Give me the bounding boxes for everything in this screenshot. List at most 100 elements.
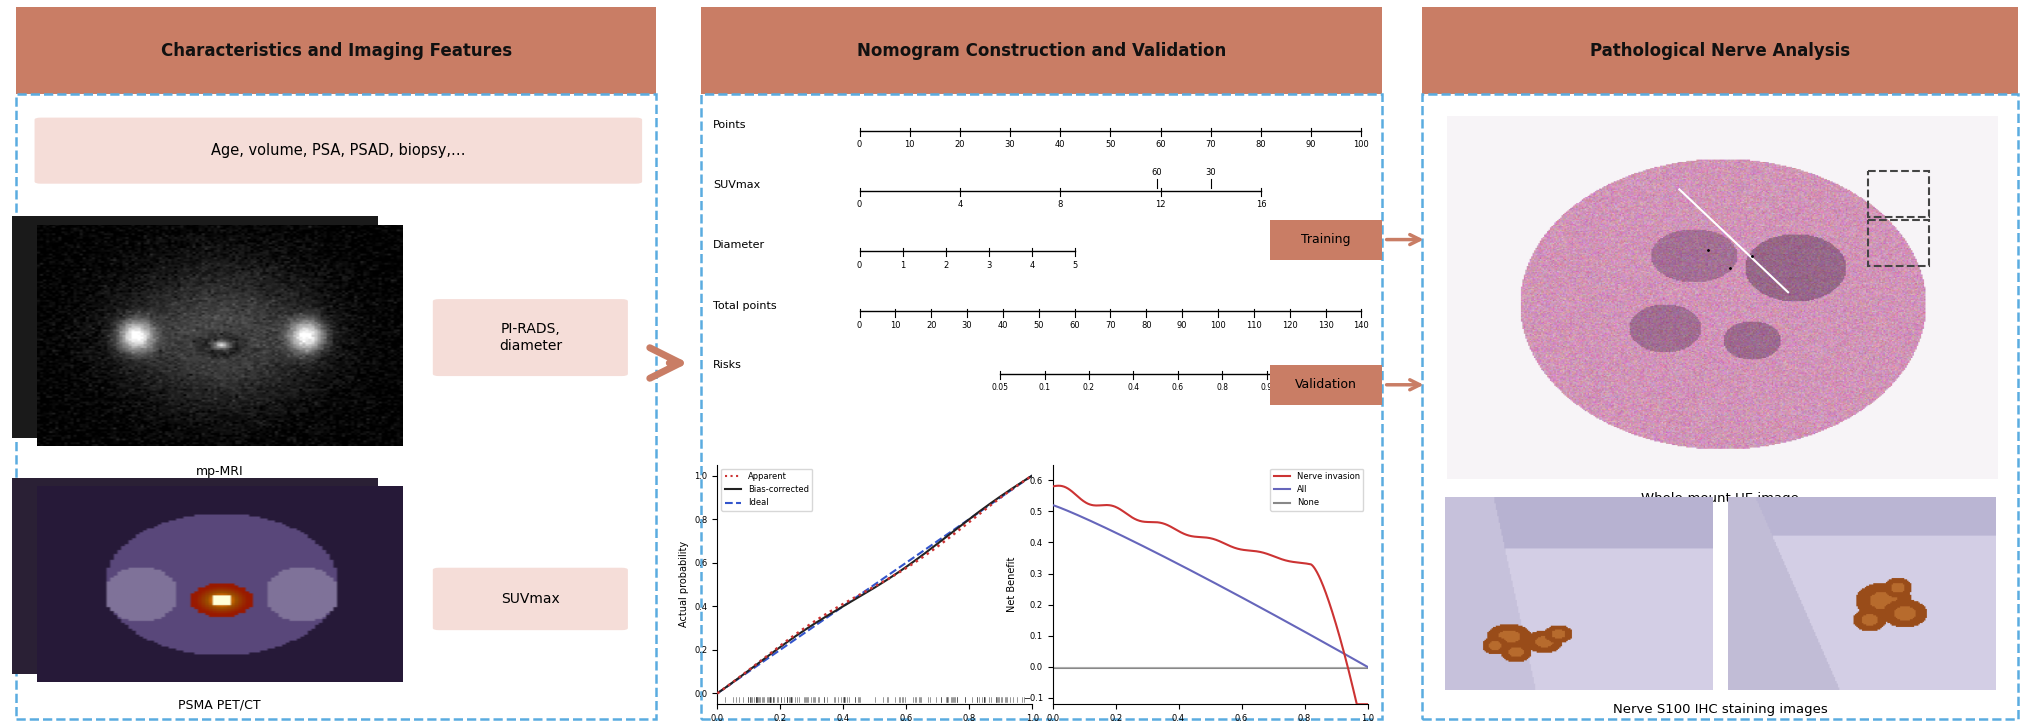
Bar [37,486,402,682]
All [1211,583,1235,592]
Text: Nerve S100 IHC staining images: Nerve S100 IHC staining images [1613,703,1827,716]
Text: Whole-mount HE image: Whole-mount HE image [1642,492,1798,505]
Text: 0.95: 0.95 [1303,383,1319,392]
Text: 0: 0 [858,200,862,209]
Text: 20: 20 [955,140,965,149]
Bar [37,225,402,446]
Text: 10: 10 [904,140,914,149]
Text: 10: 10 [890,321,900,330]
Nerve invasion [1211,539,1235,547]
FancyBboxPatch shape [1422,7,2018,94]
Text: Characteristics and Imaging Features: Characteristics and Imaging Features [161,42,512,60]
Text: Points: Points [713,120,746,130]
Text: Training: Training [1300,233,1351,246]
FancyBboxPatch shape [1270,365,1382,405]
Text: Risks: Risks [713,360,742,370]
Text: 0: 0 [858,261,862,269]
FancyBboxPatch shape [16,7,656,94]
Text: 0: 0 [858,140,862,149]
Nerve invasion [1229,545,1254,554]
Text: 100: 100 [1211,321,1225,330]
Nerve invasion [1046,481,1071,490]
Nerve invasion [1193,533,1217,542]
Text: 90: 90 [1177,321,1187,330]
Line: All: All [1053,505,1368,667]
Nerve invasion [1355,700,1380,709]
Text: PI-RADS,
diameter: PI-RADS, diameter [498,322,563,353]
Nerve invasion [1040,482,1065,491]
Text: 20: 20 [927,321,937,330]
Text: 50: 50 [1105,140,1116,149]
Text: SUVmax: SUVmax [713,180,760,190]
FancyBboxPatch shape [433,299,628,376]
Text: Validation: Validation [1294,378,1357,391]
Text: 0.4: 0.4 [1128,383,1140,392]
Text: 0.1: 0.1 [1038,383,1051,392]
Text: 0.2: 0.2 [1083,383,1095,392]
Text: 60: 60 [1152,168,1162,177]
Text: Total points: Total points [713,301,776,311]
FancyBboxPatch shape [433,568,628,630]
Y-axis label: Net Benefit: Net Benefit [1008,557,1018,612]
Text: 60: 60 [1069,321,1079,330]
Text: 12: 12 [1156,200,1166,209]
Text: 50: 50 [1034,321,1044,330]
Text: 8: 8 [1057,200,1063,209]
Text: 30: 30 [1004,140,1016,149]
Text: 5: 5 [1073,261,1079,269]
All [1193,573,1217,582]
Legend: Apparent, Bias-corrected, Ideal: Apparent, Bias-corrected, Ideal [721,469,813,511]
Legend: Nerve invasion, All, None: Nerve invasion, All, None [1270,469,1363,511]
Text: 30: 30 [1205,168,1217,177]
Text: 70: 70 [1105,321,1116,330]
All [1347,658,1372,667]
Text: 0.8: 0.8 [1217,383,1227,392]
Text: Diameter: Diameter [713,240,766,250]
Text: 80: 80 [1256,140,1266,149]
Line: Nerve invasion: Nerve invasion [1053,486,1368,704]
Nerve invasion [1298,560,1323,569]
Text: Nomogram Construction and Validation: Nomogram Construction and Validation [858,42,1225,60]
Text: 90: 90 [1307,140,1317,149]
Nerve invasion [1349,700,1374,709]
All [1227,592,1252,601]
Bar [1867,171,1928,217]
Text: 40: 40 [998,321,1008,330]
Text: 0.6: 0.6 [1172,383,1185,392]
Text: 0.05: 0.05 [992,383,1008,392]
FancyArrowPatch shape [650,348,681,378]
Text: Age, volume, PSA, PSAD, biopsy,…: Age, volume, PSA, PSAD, biopsy,… [211,143,465,158]
Bar [12,478,378,674]
Text: 110: 110 [1246,321,1262,330]
Nerve invasion [1345,700,1370,709]
Text: 3: 3 [986,261,992,269]
All [1355,663,1380,672]
All [1040,501,1065,510]
Text: 4: 4 [1030,261,1034,269]
FancyBboxPatch shape [35,118,642,184]
Text: 130: 130 [1317,321,1333,330]
Text: 100: 100 [1353,140,1370,149]
Text: 80: 80 [1142,321,1152,330]
Text: Pathological Nerve Analysis: Pathological Nerve Analysis [1589,42,1851,60]
Text: PSMA PET/CT: PSMA PET/CT [179,698,260,711]
Nerve invasion [1191,533,1215,542]
Text: SUVmax: SUVmax [502,592,559,606]
Text: 30: 30 [961,321,973,330]
Text: 40: 40 [1055,140,1065,149]
FancyBboxPatch shape [1270,219,1382,259]
Text: 120: 120 [1282,321,1298,330]
Text: 0: 0 [858,321,862,330]
Text: 1: 1 [900,261,906,269]
Text: 70: 70 [1205,140,1217,149]
Text: mp-MRI: mp-MRI [195,465,244,478]
Bar [1867,219,1928,266]
All [1191,572,1215,581]
Text: 16: 16 [1256,200,1266,209]
Text: 60: 60 [1156,140,1166,149]
Text: 140: 140 [1353,321,1370,330]
Y-axis label: Actual probability: Actual probability [679,542,689,627]
Text: 4: 4 [957,200,963,209]
All [1298,631,1323,640]
Bar [12,216,378,438]
